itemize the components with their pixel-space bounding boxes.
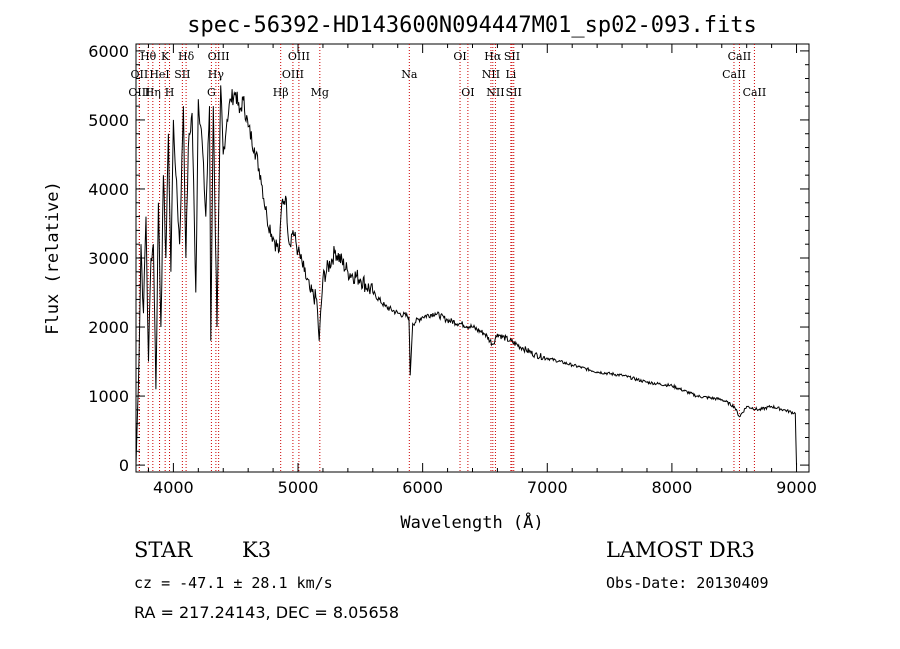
spectral-line-markers [138,44,755,472]
y-axis-label: Flux (relative) [43,181,63,335]
spectrum-line [135,85,797,466]
spectral-line-label-8: H [165,86,175,99]
y-axis-ticks: 0 1000 2000 3000 4000 5000 6000 [88,42,809,475]
coordinates-readout: RA = 217.24143, DEC = 8.05658 [134,603,400,622]
class-label: STAR [134,538,193,562]
spectrum-chart: spec-56392-HD143600N094447M01_sp02-093.f… [43,13,817,533]
spectral-line-label-21: NII [482,68,500,81]
x-tick-label-4000: 4000 [153,478,194,497]
spectral-line-label-22: Li [505,68,516,81]
observation-date: Obs-Date: 20130409 [606,574,769,592]
y-tick-label-6000: 6000 [88,42,129,61]
spectral-line-label-5: Hη [145,86,161,99]
x-tick-label-9000: 9000 [776,478,817,497]
spectral-line-label-12: OIII [288,50,310,63]
x-tick-label-8000: 8000 [652,478,693,497]
redshift-readout: cz = -47.1 ± 28.1 km/s [134,574,333,592]
spectral-line-label-17: OI [453,50,466,63]
spectral-line-label-16: Na [401,68,418,81]
y-tick-label-5000: 5000 [88,111,129,130]
survey-label: LAMOST DR3 [606,538,755,562]
spectral-line-label-24: SII [506,86,522,99]
y-tick-label-1000: 1000 [88,387,129,406]
spectral-line-label-27: CaII [743,86,767,99]
plot-frame [135,43,810,473]
spectral-line-label-9: OIII [208,50,230,63]
spectral-line-label-10: Hγ [208,68,225,81]
y-tick-label-0: 0 [119,456,129,475]
spectral-line-label-26: CaII [722,68,746,81]
spectral-line-label-13: OIII [282,68,304,81]
spectral-line-label-1: OII [131,68,149,81]
y-tick-label-2000: 2000 [88,318,129,337]
x-tick-label-7000: 7000 [527,478,568,497]
x-tick-label-5000: 5000 [278,478,319,497]
spectral-line-label-14: Hβ [273,86,289,99]
spectral-line-label-3: K [161,50,170,63]
spectral-line-label-19: Hα [484,50,502,63]
subclass-label: K3 [242,538,272,562]
x-axis-ticks: 4000 5000 6000 7000 8000 9000 [147,44,817,497]
spectral-line-label-4: HeI [149,68,169,81]
spectral-line-label-25: CaII [728,50,752,63]
spectral-line-label-7: SII [174,68,190,81]
spectral-line-label-6: Hδ [178,50,195,63]
y-tick-label-4000: 4000 [88,180,129,199]
spectral-line-label-15: Mg [311,86,329,99]
spectral-line-label-20: SII [504,50,520,63]
x-axis-label: Wavelength (Å) [400,511,543,533]
spectral-line-label-18: OI [461,86,474,99]
x-tick-label-6000: 6000 [402,478,443,497]
spectral-line-label-11: G [207,86,216,99]
spectral-line-label-0: Hθ [140,50,157,63]
chart-title: spec-56392-HD143600N094447M01_sp02-093.f… [187,13,757,38]
y-tick-label-3000: 3000 [88,249,129,268]
spectral-line-label-23: NII [486,86,504,99]
